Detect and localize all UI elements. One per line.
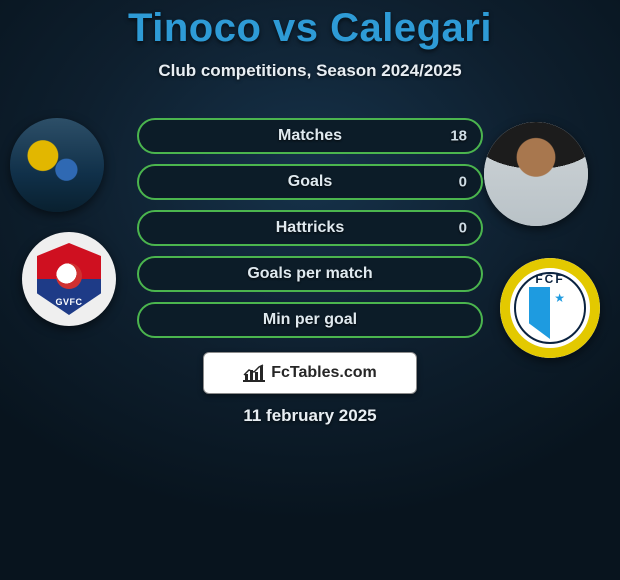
stat-value-right: 0 xyxy=(459,220,467,237)
player-left-photo xyxy=(10,118,104,212)
stat-label: Hattricks xyxy=(276,219,344,237)
player-right-photo xyxy=(484,122,588,226)
stat-value-right: 0 xyxy=(459,174,467,191)
club-right-code: FCF xyxy=(510,272,590,286)
brand-badge: FcTables.com xyxy=(203,352,417,394)
stat-label: Min per goal xyxy=(263,311,357,329)
stat-label: Goals per match xyxy=(247,265,372,283)
club-left-crest: GVFC xyxy=(22,232,116,326)
stat-row-min-per-goal: Min per goal xyxy=(137,302,483,338)
bar-chart-icon xyxy=(243,364,265,382)
page-title: Tinoco vs Calegari xyxy=(0,0,620,51)
brand-text: FcTables.com xyxy=(271,364,377,382)
stat-label: Matches xyxy=(278,127,342,145)
club-right-crest: FCF xyxy=(500,258,600,358)
stat-row-goals: Goals 0 xyxy=(137,164,483,200)
club-left-code: GVFC xyxy=(37,297,101,307)
stat-row-hattricks: Hattricks 0 xyxy=(137,210,483,246)
stat-row-goals-per-match: Goals per match xyxy=(137,256,483,292)
stat-label: Goals xyxy=(288,173,332,191)
subtitle: Club competitions, Season 2024/2025 xyxy=(0,61,620,81)
stat-row-matches: Matches 18 xyxy=(137,118,483,154)
footer-date: 11 february 2025 xyxy=(0,406,620,426)
stat-value-right: 18 xyxy=(450,128,467,145)
stats-block: Matches 18 Goals 0 Hattricks 0 Goals per… xyxy=(137,118,483,348)
